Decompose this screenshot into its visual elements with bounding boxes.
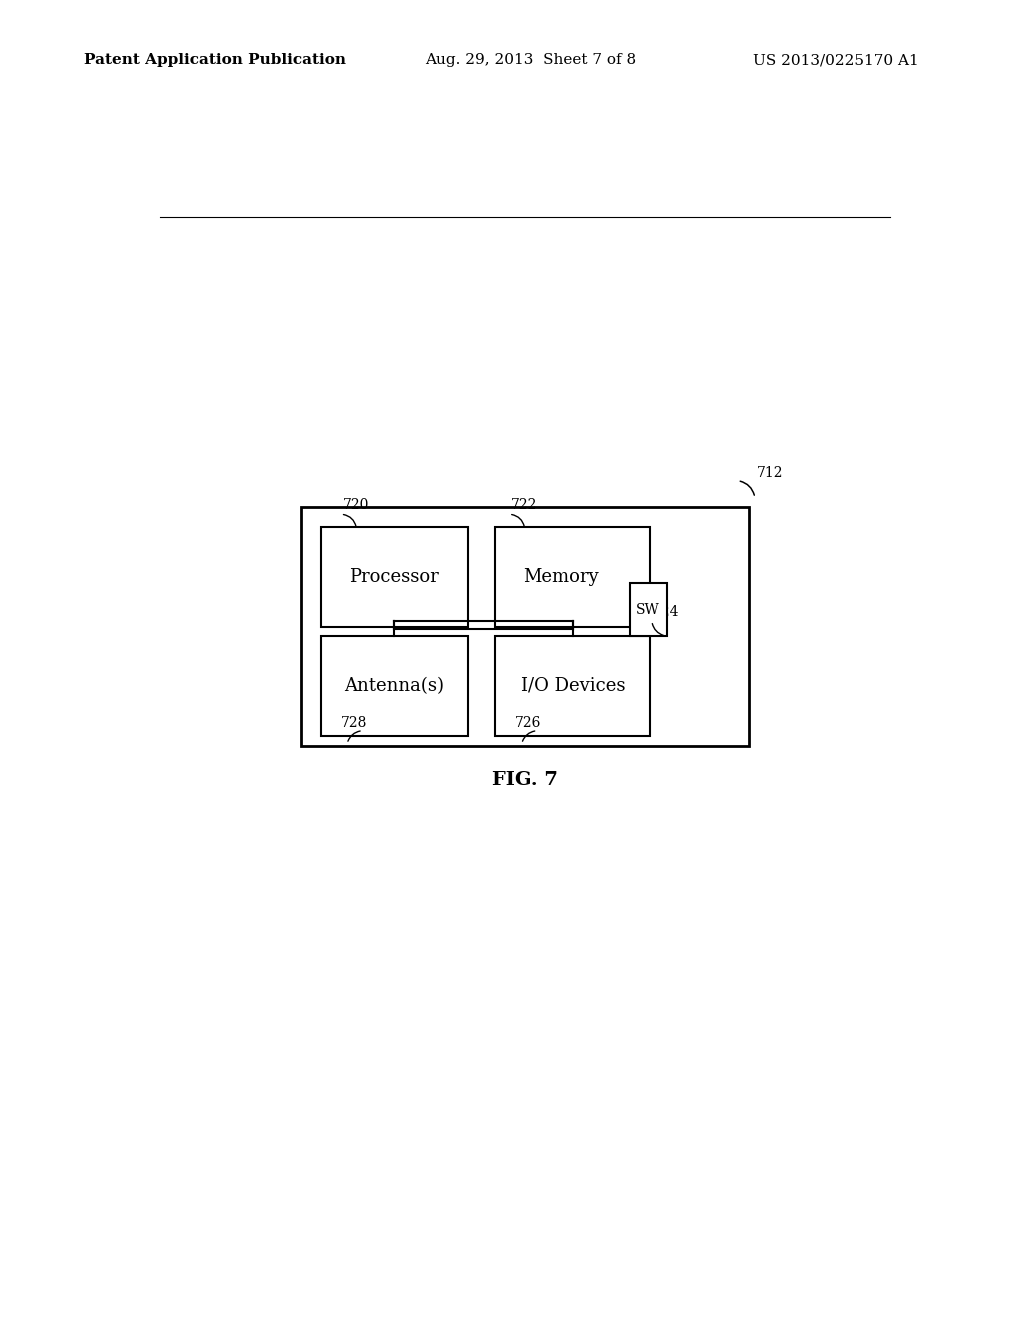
- Text: 724: 724: [653, 605, 680, 619]
- Text: Patent Application Publication: Patent Application Publication: [84, 53, 346, 67]
- Bar: [496, 636, 650, 735]
- Text: US 2013/0225170 A1: US 2013/0225170 A1: [753, 53, 919, 67]
- Text: 726: 726: [515, 715, 542, 730]
- Text: Memory: Memory: [523, 568, 599, 586]
- Text: I/O Devices: I/O Devices: [520, 677, 625, 694]
- Text: Antenna(s): Antenna(s): [344, 677, 444, 694]
- Bar: [321, 636, 468, 735]
- Text: 712: 712: [758, 466, 783, 479]
- Bar: [630, 583, 667, 636]
- Text: Processor: Processor: [349, 568, 439, 586]
- Text: 728: 728: [341, 715, 367, 730]
- Text: Aug. 29, 2013  Sheet 7 of 8: Aug. 29, 2013 Sheet 7 of 8: [425, 53, 636, 67]
- Text: SW: SW: [636, 603, 660, 616]
- Bar: [301, 507, 749, 746]
- Text: FIG. 7: FIG. 7: [492, 771, 558, 789]
- Bar: [321, 528, 468, 627]
- Text: 722: 722: [511, 498, 538, 512]
- Text: 720: 720: [343, 498, 370, 512]
- Bar: [496, 528, 650, 627]
